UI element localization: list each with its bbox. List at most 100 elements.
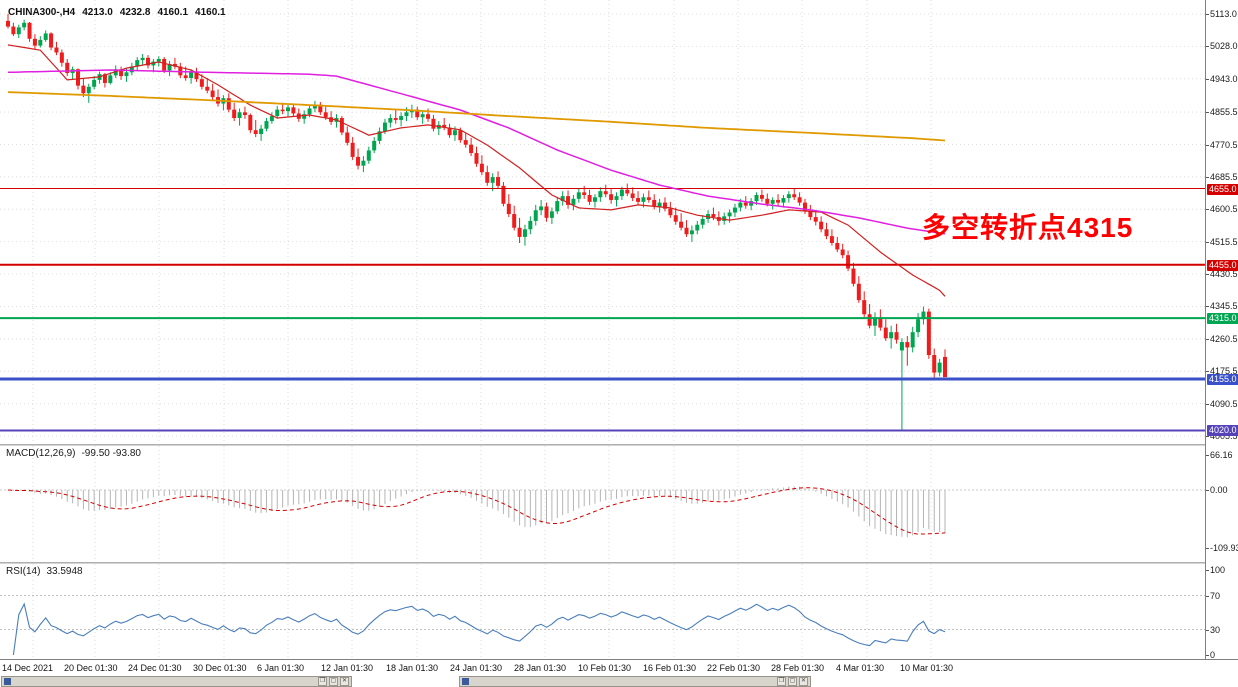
rsi-tick-label: 100 — [1206, 565, 1226, 575]
candle-body — [754, 194, 759, 202]
candle-body — [813, 217, 818, 222]
candle-body — [194, 72, 199, 80]
time-axis[interactable]: 14 Dec 2021 20 Dec 01:30 24 Dec 01:30 30 De… — [0, 659, 1238, 675]
candle-body — [641, 197, 646, 202]
candle-body — [38, 39, 43, 46]
time-axis-label: 14 Dec 2021 — [2, 663, 54, 673]
macd-tick-label: -109.93 — [1206, 543, 1238, 554]
close-button[interactable]: ✕ — [340, 677, 349, 686]
candle-body — [549, 211, 554, 218]
candle-body — [447, 127, 452, 136]
candle-body — [517, 227, 522, 237]
time-axis-label: 12 Jan 01:30 — [321, 663, 374, 673]
candle-body — [253, 130, 258, 135]
rsi-tick-label: 70 — [1206, 590, 1221, 601]
candle-body — [129, 66, 134, 73]
candle-body — [108, 75, 113, 83]
level-price-label: 4315.0 — [1207, 313, 1238, 325]
candle-body — [765, 198, 770, 204]
time-axis-label: 10 Feb 01:30 — [578, 663, 632, 673]
rsi-indicator-chart[interactable] — [0, 564, 1205, 658]
candle-body — [183, 75, 188, 79]
candle-body — [786, 194, 791, 199]
candle-body — [404, 112, 409, 117]
candle-body — [479, 163, 484, 173]
candle-body — [49, 33, 54, 48]
time-axis-label: 22 Feb 01:30 — [707, 663, 761, 673]
restore-button[interactable]: ❐ — [777, 677, 786, 686]
restore-button[interactable]: ❐ — [318, 677, 327, 686]
minimized-chart-window-2[interactable]: ❐ ▢ ✕ — [459, 676, 811, 687]
candle-body — [119, 69, 124, 77]
candle-body — [6, 20, 10, 27]
candle-body — [474, 153, 479, 164]
candle-body — [539, 206, 544, 211]
candle-body — [92, 79, 97, 87]
maximize-button[interactable]: ▢ — [788, 677, 797, 686]
candle-body — [86, 86, 91, 94]
candle-body — [609, 194, 614, 200]
candle-body — [899, 342, 904, 351]
rsi-line — [12, 602, 946, 656]
candle-body — [372, 140, 377, 151]
maximize-button[interactable]: ▢ — [329, 677, 338, 686]
candle-body — [770, 199, 775, 204]
candle-body — [286, 107, 291, 112]
candle-body — [426, 114, 431, 119]
pane-separator[interactable] — [0, 444, 1238, 446]
candle-body — [302, 114, 307, 119]
ohlc-open: 4213.0 — [82, 7, 113, 18]
price-tick-label: 4943.0 — [1206, 73, 1238, 84]
candle-body — [356, 156, 361, 166]
candle-body — [420, 114, 425, 118]
candle-body — [199, 79, 204, 87]
candle-body — [76, 69, 81, 86]
pane-separator[interactable] — [0, 562, 1238, 564]
candle-body — [65, 62, 70, 74]
time-axis-label: 28 Feb 01:30 — [771, 663, 825, 673]
ohlc-low: 4160.1 — [157, 7, 189, 18]
candle-body — [124, 72, 129, 77]
candle-body — [388, 118, 393, 123]
candle-body — [345, 132, 350, 143]
candle-body — [619, 189, 624, 197]
price-axis[interactable]: 5113.0 5028.0 4943.0 4855.5 4770.5 4685.5 4600… — [1205, 0, 1238, 659]
time-axis-label: 10 Mar 01:30 — [900, 663, 954, 673]
price-tick-label: 4430.5 — [1206, 269, 1238, 280]
candle-body — [614, 196, 619, 200]
macd-indicator-chart[interactable] — [0, 446, 1205, 562]
candle-body — [695, 224, 700, 231]
candle-body — [280, 109, 285, 112]
candle-body — [59, 52, 64, 63]
candle-body — [399, 116, 404, 120]
candle-body — [889, 332, 894, 339]
candle-body — [727, 212, 732, 217]
candle-body — [393, 118, 398, 120]
candle-body — [264, 121, 269, 129]
candle-body — [27, 22, 32, 39]
candle-body — [490, 177, 495, 183]
close-button[interactable]: ✕ — [799, 677, 808, 686]
time-axis-label: 28 Jan 01:30 — [514, 663, 567, 673]
candle-body — [339, 118, 344, 133]
minimized-chart-window-1[interactable]: ❐ ▢ ✕ — [1, 676, 352, 687]
rsi-value: 33.5948 — [46, 566, 83, 577]
candle-body — [598, 191, 603, 198]
level-price-label: 4020.0 — [1207, 425, 1238, 437]
candle-body — [485, 172, 490, 183]
candle-body — [431, 118, 436, 129]
candle-body — [162, 58, 167, 71]
macd-tick-label: 0.00 — [1206, 485, 1228, 495]
candlestick-chart[interactable] — [0, 0, 1205, 444]
ma-line-slow-orange — [7, 91, 946, 142]
symbol-info: CHINA300-,H4 4213.0 4232.8 4160.1 4160.1 — [8, 7, 226, 18]
candle-body — [824, 229, 829, 237]
candle-body — [662, 202, 667, 209]
candle-body — [291, 107, 296, 114]
ma-line-fast-red — [7, 44, 946, 297]
candle-body — [571, 198, 576, 205]
macd-values: -99.50 -93.80 — [81, 448, 141, 459]
symbol-timeframe-label: CHINA300-,H4 — [8, 7, 76, 18]
candle-body — [366, 150, 371, 161]
candle-body — [689, 230, 694, 235]
